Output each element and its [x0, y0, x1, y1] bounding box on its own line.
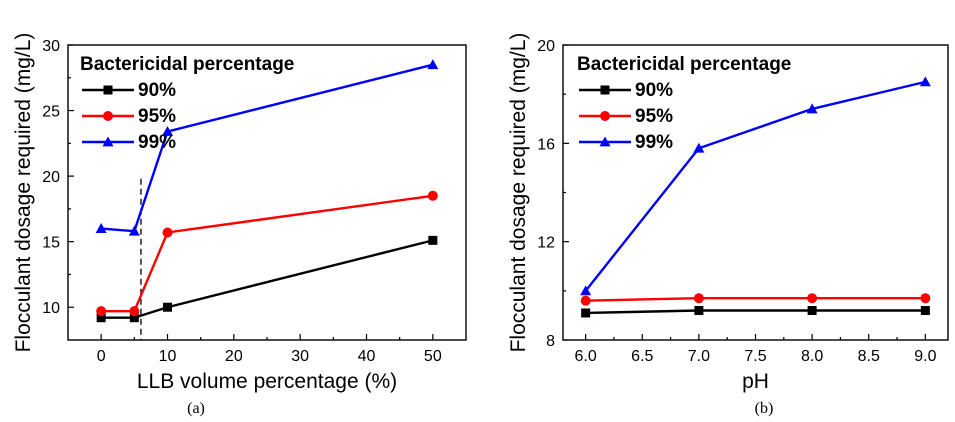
legend-label: 99%: [635, 132, 673, 153]
data-point: [95, 223, 107, 233]
y-tick-label: 25: [42, 104, 60, 121]
y-tick-label: 16: [537, 136, 555, 153]
x-axis-title: LLB volume percentage (%): [137, 370, 397, 393]
panel-caption: (a): [187, 400, 205, 417]
series-line: [585, 309, 926, 315]
x-tick-label: 40: [358, 348, 376, 365]
series-line: [101, 194, 433, 313]
data-point: [694, 306, 704, 315]
data-point: [128, 225, 140, 236]
series-line: [585, 297, 926, 302]
data-point: [162, 126, 173, 136]
legend-title: Bactericidal percentage: [577, 54, 791, 75]
y-tick-label: 20: [537, 38, 555, 55]
chart-panel-a: 0 10 20 30 40 50 10 15 20 25 30 LLB volume percenta…: [12, 33, 467, 417]
data-point: [920, 293, 931, 304]
data-point: [580, 285, 592, 296]
series-99pct: [580, 76, 931, 296]
panel-caption: (b): [755, 400, 774, 417]
legend-label: 99%: [138, 132, 176, 153]
y-axis-title: Flocculant dosage required (mg/L): [507, 33, 530, 353]
series-90pct: [96, 235, 438, 323]
x-tick-label: 20: [225, 348, 243, 365]
legend-marker: [600, 85, 610, 95]
data-point: [919, 76, 931, 87]
x-tick-label: 6.0: [575, 348, 597, 365]
data-point: [129, 313, 139, 323]
y-tick-label: 8: [546, 333, 555, 350]
data-point: [96, 306, 107, 317]
y-axis-title: Flocculant dosage required (mg/L): [12, 33, 35, 353]
x-tick-label: 10: [159, 348, 177, 365]
y-tick-label: 10: [42, 300, 60, 317]
data-point: [162, 227, 173, 238]
legend: Bactericidal percentage 90% 95% 99%: [80, 54, 294, 153]
y-tick-label: 30: [42, 38, 60, 55]
data-point: [163, 302, 172, 312]
legend-marker: [102, 136, 114, 147]
legend-label: 95%: [635, 106, 673, 127]
x-tick-label: 7.0: [688, 348, 710, 365]
x-axis-title: pH: [742, 370, 769, 393]
series-90pct: [581, 306, 930, 318]
legend-label: 95%: [138, 106, 176, 127]
data-point: [693, 142, 705, 153]
data-point: [807, 306, 817, 315]
series-line: [584, 80, 926, 292]
data-point: [807, 293, 818, 304]
y-tick-label: 12: [537, 235, 555, 252]
series-line: [101, 63, 434, 233]
data-point: [96, 313, 106, 323]
data-point: [427, 190, 438, 201]
legend-title: Bactericidal percentage: [80, 54, 294, 75]
data-point: [920, 306, 930, 315]
legend-marker: [103, 85, 113, 95]
x-tick-label: 7.5: [744, 348, 766, 365]
data-point: [581, 308, 591, 318]
data-point: [693, 293, 704, 304]
x-tick-label: 6.5: [631, 348, 653, 365]
data-point: [428, 235, 438, 245]
legend: Bactericidal percentage 90% 95% 99%: [577, 54, 791, 153]
legend-label: 90%: [138, 80, 176, 101]
x-tick-label: 30: [291, 348, 309, 365]
series-99pct: [95, 59, 439, 236]
x-tick-label: 0: [97, 348, 106, 365]
x-tick-label: 8.5: [858, 348, 880, 365]
y-tick-label: 15: [42, 235, 60, 252]
x-tick-label: 9.0: [914, 348, 936, 365]
data-point: [580, 295, 591, 306]
x-tick-label: 50: [424, 348, 442, 365]
data-point: [806, 103, 818, 114]
data-point: [427, 59, 439, 70]
series-95pct: [580, 293, 931, 306]
legend-label: 90%: [635, 80, 673, 101]
chart-panel-b: 6.0 6.5 7.0 7.5 8.0 8.5 9.0 8 12 16 20 pH Flocculant…: [507, 33, 949, 417]
data-point: [129, 306, 140, 317]
series-95pct: [96, 190, 438, 317]
legend-marker: [600, 111, 610, 121]
y-tick-label: 20: [42, 169, 60, 186]
legend-marker: [599, 136, 611, 147]
series-line: [101, 239, 434, 319]
x-tick-label: 8.0: [801, 348, 823, 365]
legend-marker: [103, 111, 113, 121]
